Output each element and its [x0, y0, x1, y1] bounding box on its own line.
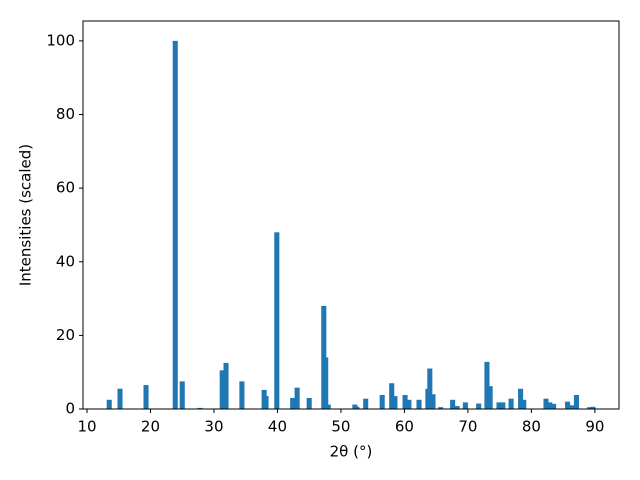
y-tick-label: 80 [56, 105, 75, 123]
x-tick-label: 60 [395, 418, 414, 436]
bar [476, 403, 482, 409]
bar [117, 388, 123, 409]
bar [363, 398, 369, 409]
plot-frame [82, 20, 620, 410]
bar [551, 403, 557, 409]
y-tick-label: 20 [56, 326, 75, 344]
bar [406, 399, 412, 409]
bar [508, 398, 514, 409]
bar [392, 396, 398, 409]
bar [402, 395, 408, 409]
bar [590, 406, 596, 409]
x-tick-label: 40 [268, 418, 287, 436]
bar [438, 407, 444, 409]
bar [430, 394, 436, 409]
bar [172, 40, 178, 409]
bar [565, 401, 571, 409]
bar [521, 399, 527, 409]
x-tick-label: 20 [141, 418, 160, 436]
bar [179, 381, 185, 409]
bar [518, 388, 524, 409]
bar [323, 357, 329, 409]
bar [543, 398, 549, 409]
x-tick-label: 80 [522, 418, 541, 436]
bar [487, 386, 493, 409]
bar [263, 396, 269, 409]
bar [219, 370, 225, 409]
bar [427, 368, 433, 409]
y-axis-label: Intensities (scaled) [17, 144, 35, 286]
x-tick-label: 50 [331, 418, 350, 436]
y-tick-label: 60 [56, 179, 75, 197]
bar [223, 362, 229, 409]
bar [587, 407, 593, 409]
bar [197, 407, 203, 409]
bar [569, 405, 575, 409]
bar [325, 404, 331, 409]
bar [354, 406, 360, 409]
bar [573, 395, 580, 409]
x-tick-label: 70 [458, 418, 477, 436]
bar [143, 385, 149, 409]
bar [462, 402, 468, 409]
bar [484, 361, 490, 409]
y-tick-label: 0 [65, 400, 75, 418]
bar [500, 402, 506, 409]
x-tick-label: 90 [585, 418, 604, 436]
x-tick-label: 10 [77, 418, 96, 436]
bar [454, 406, 460, 409]
bar [379, 395, 385, 409]
bar [294, 387, 300, 409]
y-tick-label: 40 [56, 252, 75, 270]
bar [290, 397, 296, 409]
bar [389, 383, 395, 409]
bar [239, 381, 245, 409]
bar [416, 399, 422, 409]
y-tick-label: 100 [46, 31, 75, 49]
bar [496, 402, 502, 409]
bar [274, 232, 280, 409]
bar [450, 399, 456, 409]
x-tick-label: 30 [204, 418, 223, 436]
bar [306, 397, 312, 409]
bar [547, 402, 553, 409]
bar [106, 399, 112, 409]
x-axis-label: 2θ (°) [330, 443, 373, 461]
